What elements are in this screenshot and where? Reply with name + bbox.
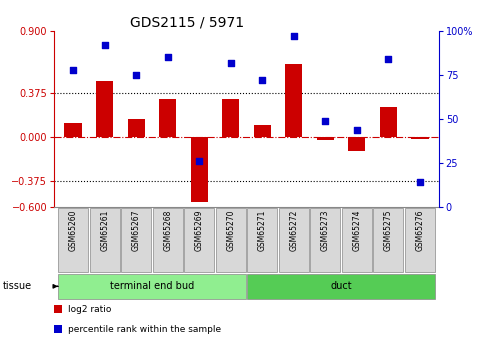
Bar (121, 208, 151, 272)
Text: GSM65271: GSM65271 (258, 210, 267, 251)
Bar (54, 305, 62, 313)
Point (416, 180, 424, 185)
Text: GDS2115 / 5971: GDS2115 / 5971 (130, 16, 245, 30)
Bar (128, 119, 145, 137)
Bar (279, 208, 309, 272)
Text: GSM65261: GSM65261 (100, 210, 109, 251)
Point (164, 55, 172, 60)
Text: GSM65268: GSM65268 (163, 210, 172, 251)
Bar (285, 64, 302, 137)
Text: GSM65273: GSM65273 (321, 210, 330, 251)
Point (195, 158, 203, 164)
Bar (54, 325, 62, 333)
Text: GSM65269: GSM65269 (195, 210, 204, 251)
Text: GSM65267: GSM65267 (132, 210, 141, 251)
Bar (191, 137, 208, 202)
Text: log2 ratio: log2 ratio (68, 305, 111, 314)
Bar (159, 99, 176, 137)
Text: tissue: tissue (2, 282, 32, 291)
Bar (373, 208, 403, 272)
Bar (348, 137, 365, 151)
Bar (342, 208, 372, 272)
Bar (380, 107, 397, 137)
Bar (184, 208, 214, 272)
Bar (152, 208, 183, 272)
Bar (317, 137, 334, 140)
Bar (90, 208, 120, 272)
Point (101, 42, 108, 48)
Bar (96, 81, 113, 137)
Text: GSM65274: GSM65274 (352, 210, 361, 251)
Bar (247, 274, 435, 299)
Bar (411, 137, 428, 139)
Text: GSM65260: GSM65260 (69, 210, 77, 251)
Text: percentile rank within the sample: percentile rank within the sample (68, 325, 221, 334)
Point (258, 78, 266, 83)
Point (353, 127, 361, 132)
Text: duct: duct (330, 281, 352, 291)
Text: terminal end bud: terminal end bud (110, 281, 194, 291)
Text: GSM65276: GSM65276 (416, 210, 424, 251)
Bar (222, 99, 240, 137)
Bar (310, 208, 341, 272)
Bar (253, 125, 271, 137)
Point (290, 33, 298, 39)
Text: GSM65272: GSM65272 (289, 210, 298, 251)
Text: GSM65270: GSM65270 (226, 210, 235, 251)
Point (69, 67, 77, 72)
Bar (58, 208, 88, 272)
Point (227, 60, 235, 66)
Bar (65, 122, 82, 137)
Text: GSM65275: GSM65275 (384, 210, 393, 251)
Bar (405, 208, 435, 272)
Point (132, 72, 140, 78)
Point (321, 118, 329, 124)
Point (385, 57, 392, 62)
Bar (215, 208, 246, 272)
Bar (58, 274, 246, 299)
Bar (247, 208, 278, 272)
